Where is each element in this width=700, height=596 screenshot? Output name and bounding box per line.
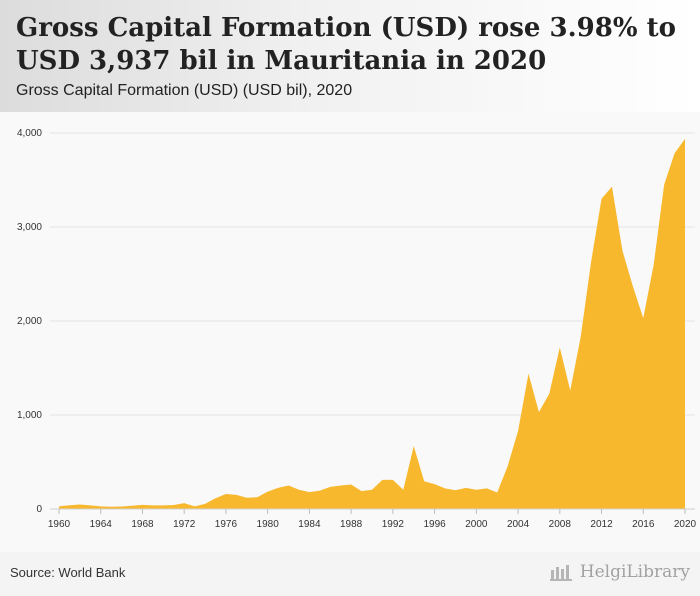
brand-name: HelgiLibrary bbox=[579, 562, 690, 582]
x-tick-label: 1960 bbox=[48, 519, 71, 530]
library-icon bbox=[549, 565, 572, 581]
x-tick-label: 2016 bbox=[632, 519, 655, 530]
header: Gross Capital Formation (USD) rose 3.98%… bbox=[0, 0, 700, 112]
x-tick-label: 2020 bbox=[674, 519, 697, 530]
x-tick-label: 1976 bbox=[215, 519, 238, 530]
x-tick-label: 1988 bbox=[340, 519, 363, 530]
x-tick-label: 2004 bbox=[507, 519, 530, 530]
y-tick-label: 3,000 bbox=[17, 222, 42, 233]
area-series bbox=[59, 138, 685, 510]
x-tick-label: 2008 bbox=[549, 519, 572, 530]
brand-logo: HelgiLibrary bbox=[549, 560, 690, 584]
x-tick-label: 1972 bbox=[173, 519, 196, 530]
y-tick-label: 0 bbox=[36, 504, 42, 515]
x-axis: 1960 1964 1968 1972 1976 1980 1984 1988 1992 1996… bbox=[48, 508, 697, 530]
x-tick-label: 1964 bbox=[90, 519, 113, 530]
x-tick-label: 2000 bbox=[465, 519, 488, 530]
x-tick-label: 1968 bbox=[131, 519, 154, 530]
source-note: Source: World Bank bbox=[10, 565, 126, 580]
y-tick-label: 1,000 bbox=[17, 410, 42, 421]
x-tick-label: 1996 bbox=[423, 519, 446, 530]
chart-subtitle: Gross Capital Formation (USD) (USD bil),… bbox=[16, 82, 353, 99]
x-tick-label: 2012 bbox=[590, 519, 613, 530]
x-tick-label: 1980 bbox=[257, 519, 280, 530]
y-axis: 0 1,000 2,000 3,000 4,000 bbox=[17, 128, 42, 515]
area-layer bbox=[59, 138, 685, 510]
x-tick-label: 1992 bbox=[382, 519, 405, 530]
page-title: Gross Capital Formation (USD) rose 3.98%… bbox=[16, 13, 676, 76]
x-tick-label: 1984 bbox=[298, 519, 321, 530]
y-tick-label: 2,000 bbox=[17, 316, 42, 327]
y-tick-label: 4,000 bbox=[17, 128, 42, 139]
